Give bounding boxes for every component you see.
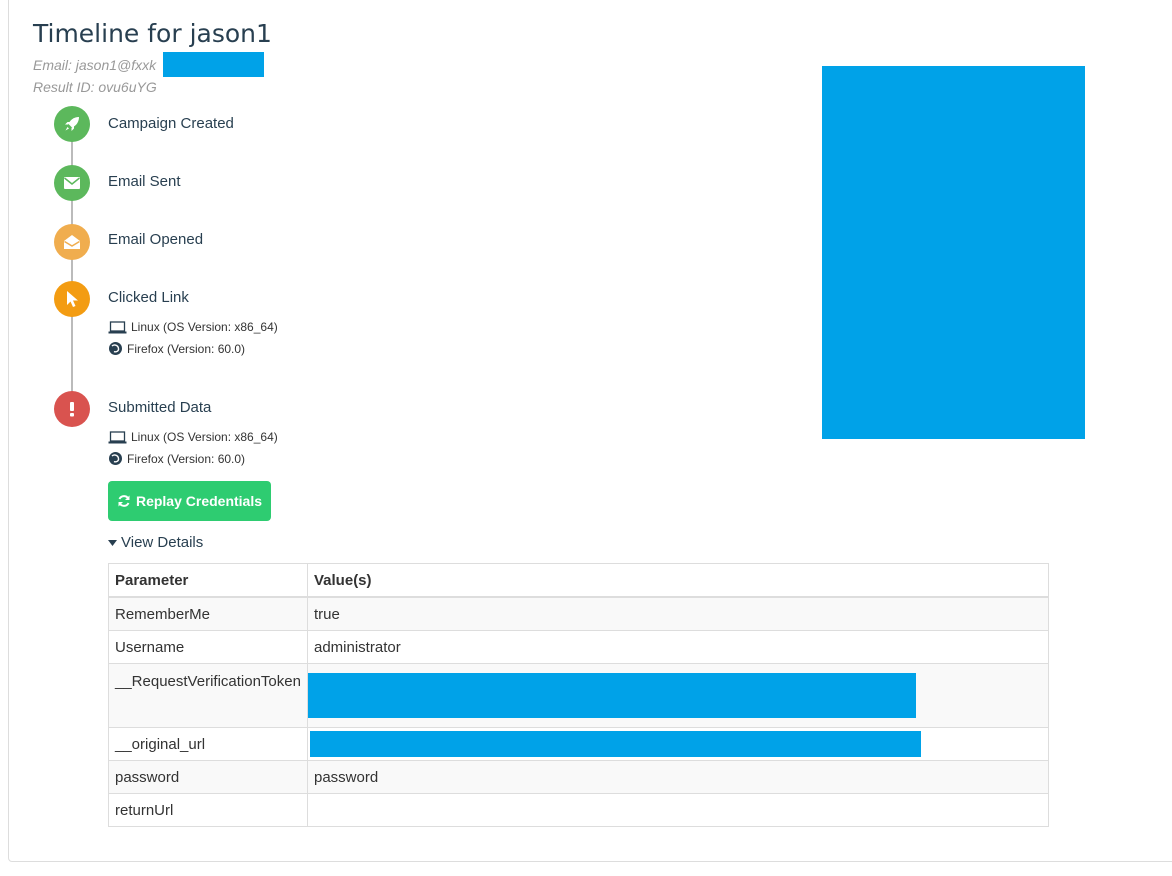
param-value-redacted (307, 663, 1049, 728)
firefox-icon (109, 452, 122, 465)
param-name: password (108, 760, 308, 794)
param-name: __RequestVerificationToken (108, 663, 308, 728)
envelope-icon (54, 165, 90, 201)
laptop-icon (108, 430, 127, 443)
submitted-browser-text: Firefox (Version: 60.0) (127, 451, 246, 466)
exclamation-icon (54, 391, 90, 427)
table-row: __RequestVerificationToken (108, 663, 1049, 728)
timeline-label-email-opened: Email Opened (108, 231, 204, 248)
email-redaction (163, 52, 264, 77)
clicked-browser-detail: Firefox (Version: 60.0) (108, 341, 245, 356)
rocket-icon (54, 106, 90, 142)
replay-credentials-button[interactable]: Replay Credentials (108, 481, 271, 521)
page-title: Timeline for jason1 (33, 19, 272, 48)
param-value-redacted (307, 727, 1049, 761)
param-value: true (307, 596, 1049, 631)
param-value: administrator (307, 630, 1049, 664)
param-name: Username (108, 630, 308, 664)
pointer-icon (54, 281, 90, 317)
clicked-os-detail: Linux (OS Version: x86_64) (108, 320, 278, 334)
token-redaction (308, 673, 916, 718)
timeline-line (71, 124, 73, 408)
table-row: RememberMe true (108, 596, 1049, 631)
result-id: Result ID: ovu6uYG (33, 79, 157, 95)
view-details-toggle[interactable]: View Details (108, 534, 203, 551)
param-value: password (307, 760, 1049, 794)
parameter-header: Parameter (108, 563, 308, 598)
clicked-os-text: Linux (OS Version: x86_64) (131, 320, 278, 334)
timeline-label-clicked-link: Clicked Link (108, 289, 189, 306)
replay-credentials-label: Replay Credentials (135, 493, 263, 509)
table-row: returnUrl (108, 793, 1049, 827)
param-name: __original_url (108, 727, 308, 761)
table-row: Username administrator (108, 630, 1049, 664)
email-address: Email: jason1@fxxk (33, 57, 157, 73)
url-redaction (310, 731, 921, 757)
param-name: RememberMe (108, 596, 308, 631)
table-row: password password (108, 760, 1049, 794)
submitted-browser-detail: Firefox (Version: 60.0) (108, 451, 245, 466)
envelope-open-icon (54, 224, 90, 260)
table-header-row: Parameter Value(s) (108, 563, 1049, 598)
submitted-os-text: Linux (OS Version: x86_64) (131, 430, 278, 444)
timeline-label-email-sent: Email Sent (108, 173, 181, 190)
submitted-data-table: Parameter Value(s) RememberMe true Usern… (108, 563, 1049, 827)
clicked-browser-text: Firefox (Version: 60.0) (127, 341, 246, 356)
refresh-icon (118, 495, 130, 507)
laptop-icon (108, 320, 127, 333)
timeline-label-submitted-data: Submitted Data (108, 399, 212, 416)
timeline-label-campaign-created: Campaign Created (108, 115, 234, 132)
view-details-label: View Details (121, 534, 204, 551)
image-redaction (822, 66, 1085, 439)
caret-down-icon (108, 539, 117, 546)
param-value (307, 793, 1049, 827)
values-header: Value(s) (307, 563, 1049, 598)
submitted-os-detail: Linux (OS Version: x86_64) (108, 430, 278, 444)
table-row: __original_url (108, 727, 1049, 761)
param-name: returnUrl (108, 793, 308, 827)
firefox-icon (109, 342, 122, 355)
